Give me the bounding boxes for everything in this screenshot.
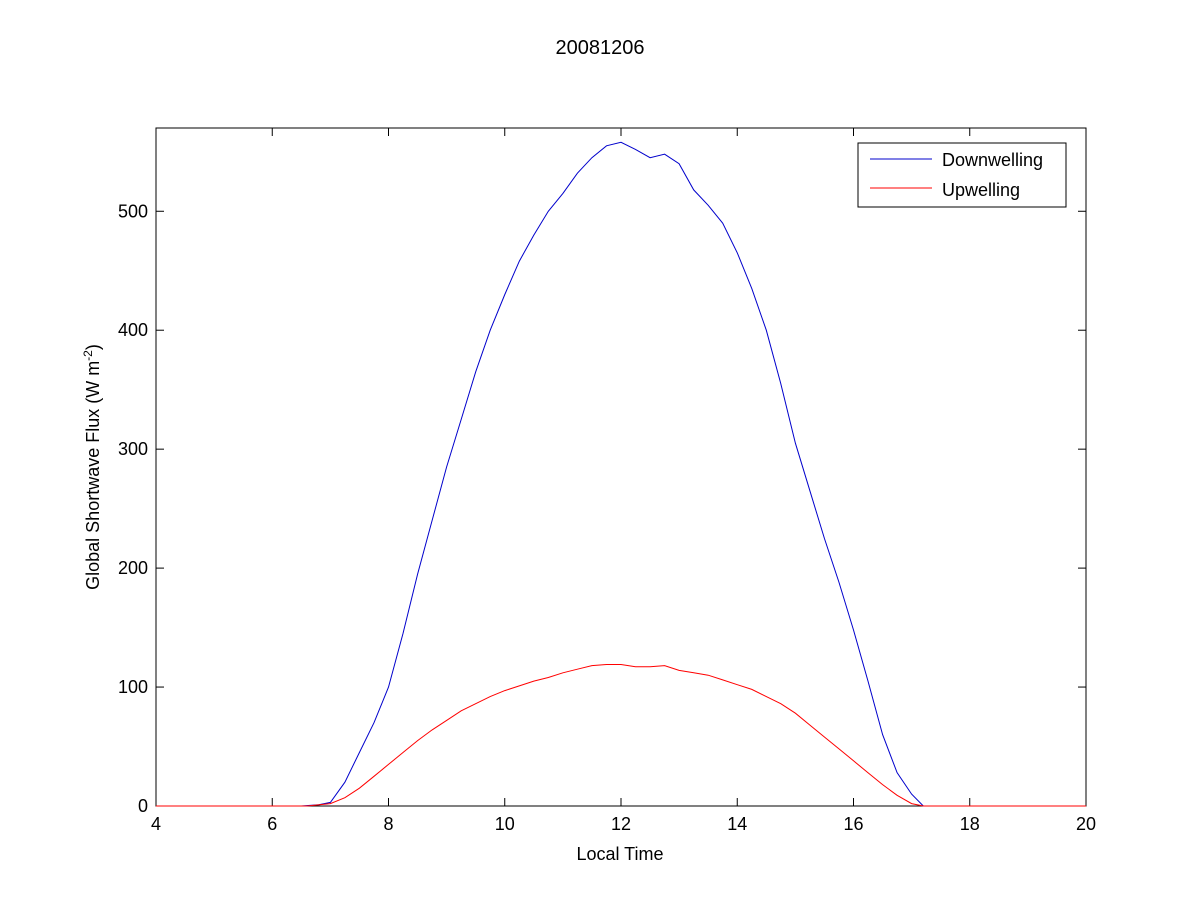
x-tick-label: 18 <box>960 814 980 834</box>
y-tick-label: 400 <box>118 320 148 340</box>
y-tick-label: 500 <box>118 201 148 221</box>
legend-label-downwelling: Downwelling <box>942 150 1043 170</box>
y-tick-label: 300 <box>118 439 148 459</box>
plot-area <box>155 127 1087 807</box>
y-tick-label: 200 <box>118 558 148 578</box>
legend-label-upwelling: Upwelling <box>942 180 1020 200</box>
series-line-downwelling <box>156 141 1086 807</box>
x-tick-label: 20 <box>1076 814 1096 834</box>
x-tick-label: 8 <box>383 814 393 834</box>
series-line-upwelling <box>156 664 1086 807</box>
x-tick-label: 10 <box>495 814 515 834</box>
y-axis-label: Global Shortwave Flux (W m-2) <box>81 344 103 590</box>
chart-title: 20081206 <box>556 37 645 59</box>
x-tick-label: 14 <box>727 814 747 834</box>
y-tick-label: 100 <box>118 677 148 697</box>
x-tick-label: 4 <box>151 814 161 834</box>
y-tick-label: 0 <box>138 796 148 816</box>
x-tick-label: 16 <box>843 814 863 834</box>
x-tick-label: 6 <box>267 814 277 834</box>
legend: Downwelling Upwelling <box>857 142 1067 208</box>
x-axis-label: Local Time <box>576 844 663 864</box>
x-tick-label: 12 <box>611 814 631 834</box>
